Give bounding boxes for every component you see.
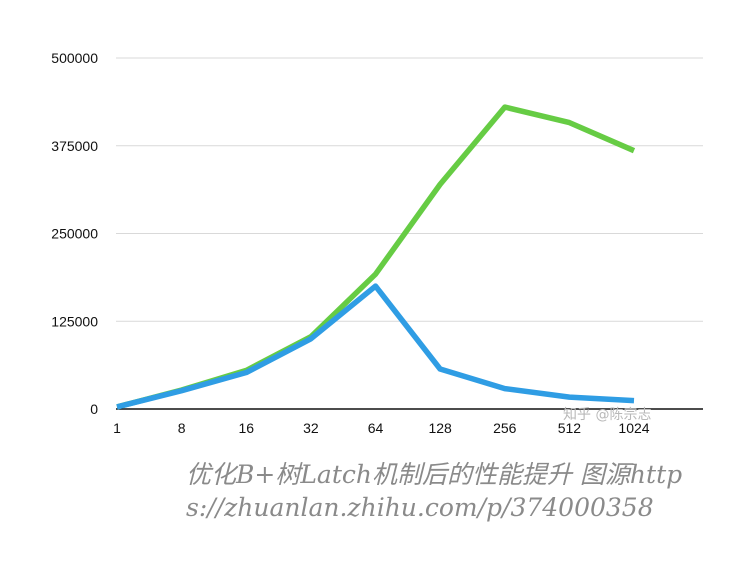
x-tick-label: 64	[368, 420, 384, 436]
y-tick-label: 375000	[51, 138, 98, 154]
gridlines	[116, 57, 703, 322]
x-tick-label: 8	[178, 420, 186, 436]
y-tick-label: 0	[90, 401, 98, 417]
figure-caption: 优化B+树Latch机制后的性能提升 图源https://zhuanlan.zh…	[186, 460, 683, 522]
series-line-1	[116, 104, 636, 410]
x-tick-label: 512	[558, 420, 582, 436]
x-tick-label: 256	[493, 420, 517, 436]
series-line-2	[116, 283, 635, 410]
x-tick-label: 16	[238, 420, 254, 436]
x-tick-label: 1024	[618, 420, 649, 436]
y-axis-ticks: 0 125000 250000 375000 500000	[51, 50, 98, 417]
x-tick-label: 128	[428, 420, 452, 436]
x-tick-label: 1	[113, 420, 121, 436]
y-tick-label: 125000	[51, 313, 98, 329]
x-axis-ticks: 1 8 16 32 64 128 256 512 1024	[113, 420, 650, 436]
x-tick-label: 32	[303, 420, 319, 436]
watermark-text: 知乎 @陈宗志	[563, 406, 651, 423]
y-tick-label: 500000	[51, 50, 98, 66]
series-lines	[116, 104, 636, 410]
y-tick-label: 250000	[51, 226, 98, 242]
